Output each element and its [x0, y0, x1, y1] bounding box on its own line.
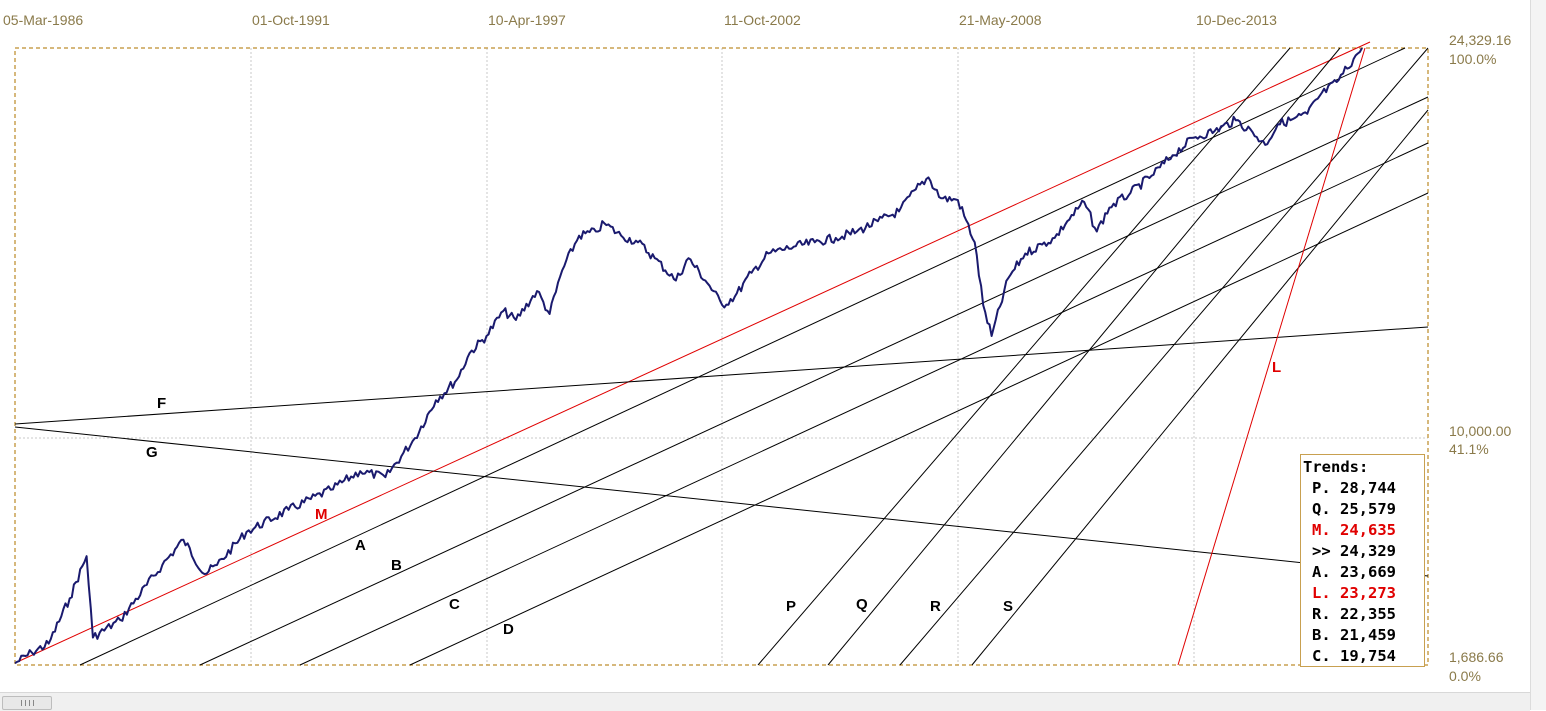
x-tick-label: 11-Oct-2002 [724, 12, 801, 28]
annotation-label: M [315, 506, 328, 523]
annotation-label: R [930, 598, 941, 615]
trend-row: R. 22,355 [1312, 605, 1396, 623]
trendline-F [14, 326, 1429, 425]
scrollbar-thumb[interactable] [2, 696, 52, 710]
annotation-label: F [157, 395, 166, 412]
trendline-R [899, 47, 1429, 666]
y-pct-label: 41.1% [1449, 441, 1489, 457]
annotation-label: B [391, 557, 402, 574]
trendline-P [757, 47, 1291, 666]
x-tick-label: 21-May-2008 [959, 12, 1042, 28]
trendline-M [14, 41, 1371, 664]
x-tick-label: 01-Oct-1991 [252, 12, 330, 28]
x-tick-label: 05-Mar-1986 [3, 12, 83, 28]
trendline-B [199, 96, 1429, 666]
trend-row: M. 24,635 [1312, 521, 1396, 539]
trendline-Q [827, 47, 1341, 666]
y-value-label: 24,329.16 [1449, 32, 1511, 48]
trendline-G [14, 426, 1429, 577]
y-pct-label: 0.0% [1449, 668, 1481, 684]
x-axis-labels: 05-Mar-1986 01-Oct-1991 10-Apr-1997 11-O… [3, 12, 1277, 28]
y-value-label: 10,000.00 [1449, 423, 1511, 439]
annotation-label: A [355, 537, 366, 554]
trends-title: Trends: [1303, 458, 1369, 476]
x-tick-label: 10-Dec-2013 [1196, 12, 1277, 28]
trend-row: A. 23,669 [1312, 563, 1396, 581]
trendline-C [299, 142, 1429, 666]
annotation-label: L [1272, 359, 1281, 376]
price-chart: 05-Mar-1986 01-Oct-1991 10-Apr-1997 11-O… [3, 12, 1511, 684]
y-pct-label: 100.0% [1449, 51, 1496, 67]
trendline-D [409, 192, 1429, 666]
price-series-line [14, 47, 1363, 665]
annotation-label: G [146, 444, 158, 461]
annotation-label: C [449, 596, 460, 613]
y-axis-labels: 24,329.16 100.0% 10,000.00 41.1% 1,686.6… [1449, 32, 1511, 684]
grid-vertical [250, 48, 1195, 665]
y-value-label: 1,686.66 [1449, 649, 1504, 665]
trendline-S [971, 109, 1429, 666]
trend-row: P. 28,744 [1312, 479, 1396, 497]
trendline-A [79, 47, 1406, 666]
annotation-label: S [1003, 598, 1013, 615]
annotation-label: Q [856, 596, 868, 613]
trendline-L [1177, 47, 1366, 666]
trends-legend: Trends: P. 28,744 Q. 25,579 M. 24,635 >>… [1300, 454, 1425, 667]
trend-row: Q. 25,579 [1312, 500, 1396, 518]
trend-row: >> 24,329 [1312, 542, 1396, 560]
trend-row: C. 19,754 [1312, 647, 1396, 665]
annotation-label: P [786, 598, 796, 615]
annotation-label: D [503, 621, 514, 638]
vertical-scrollbar[interactable] [1530, 0, 1546, 710]
trend-row: L. 23,273 [1312, 584, 1396, 602]
x-tick-label: 10-Apr-1997 [488, 12, 566, 28]
trend-lines [14, 41, 1429, 666]
horizontal-scrollbar[interactable] [0, 692, 1530, 711]
trend-row: B. 21,459 [1312, 626, 1396, 644]
trend-letter-labels: A B C D F G M P Q R S L [146, 359, 1281, 638]
